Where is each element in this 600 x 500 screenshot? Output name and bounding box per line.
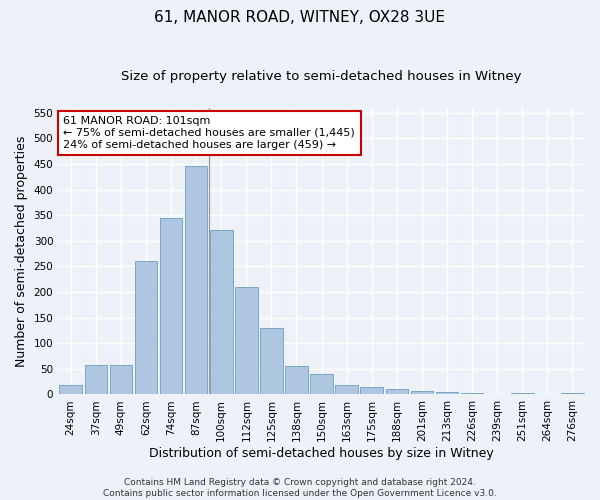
Bar [185, 166, 208, 394]
Bar [235, 287, 257, 395]
X-axis label: Distribution of semi-detached houses by size in Witney: Distribution of semi-detached houses by … [149, 447, 494, 460]
Bar [361, 387, 383, 394]
Bar [260, 328, 283, 394]
Bar [310, 374, 333, 394]
Bar [134, 262, 157, 394]
Bar [85, 366, 107, 394]
Text: 61 MANOR ROAD: 101sqm
← 75% of semi-detached houses are smaller (1,445)
24% of s: 61 MANOR ROAD: 101sqm ← 75% of semi-deta… [64, 116, 355, 150]
Bar [335, 385, 358, 394]
Bar [160, 218, 182, 394]
Bar [285, 366, 308, 394]
Bar [110, 366, 132, 394]
Bar [436, 392, 458, 394]
Bar [210, 230, 233, 394]
Y-axis label: Number of semi-detached properties: Number of semi-detached properties [15, 136, 28, 367]
Bar [59, 385, 82, 394]
Bar [410, 392, 433, 394]
Bar [386, 390, 408, 394]
Title: Size of property relative to semi-detached houses in Witney: Size of property relative to semi-detach… [121, 70, 522, 83]
Text: Contains HM Land Registry data © Crown copyright and database right 2024.
Contai: Contains HM Land Registry data © Crown c… [103, 478, 497, 498]
Text: 61, MANOR ROAD, WITNEY, OX28 3UE: 61, MANOR ROAD, WITNEY, OX28 3UE [155, 10, 445, 25]
